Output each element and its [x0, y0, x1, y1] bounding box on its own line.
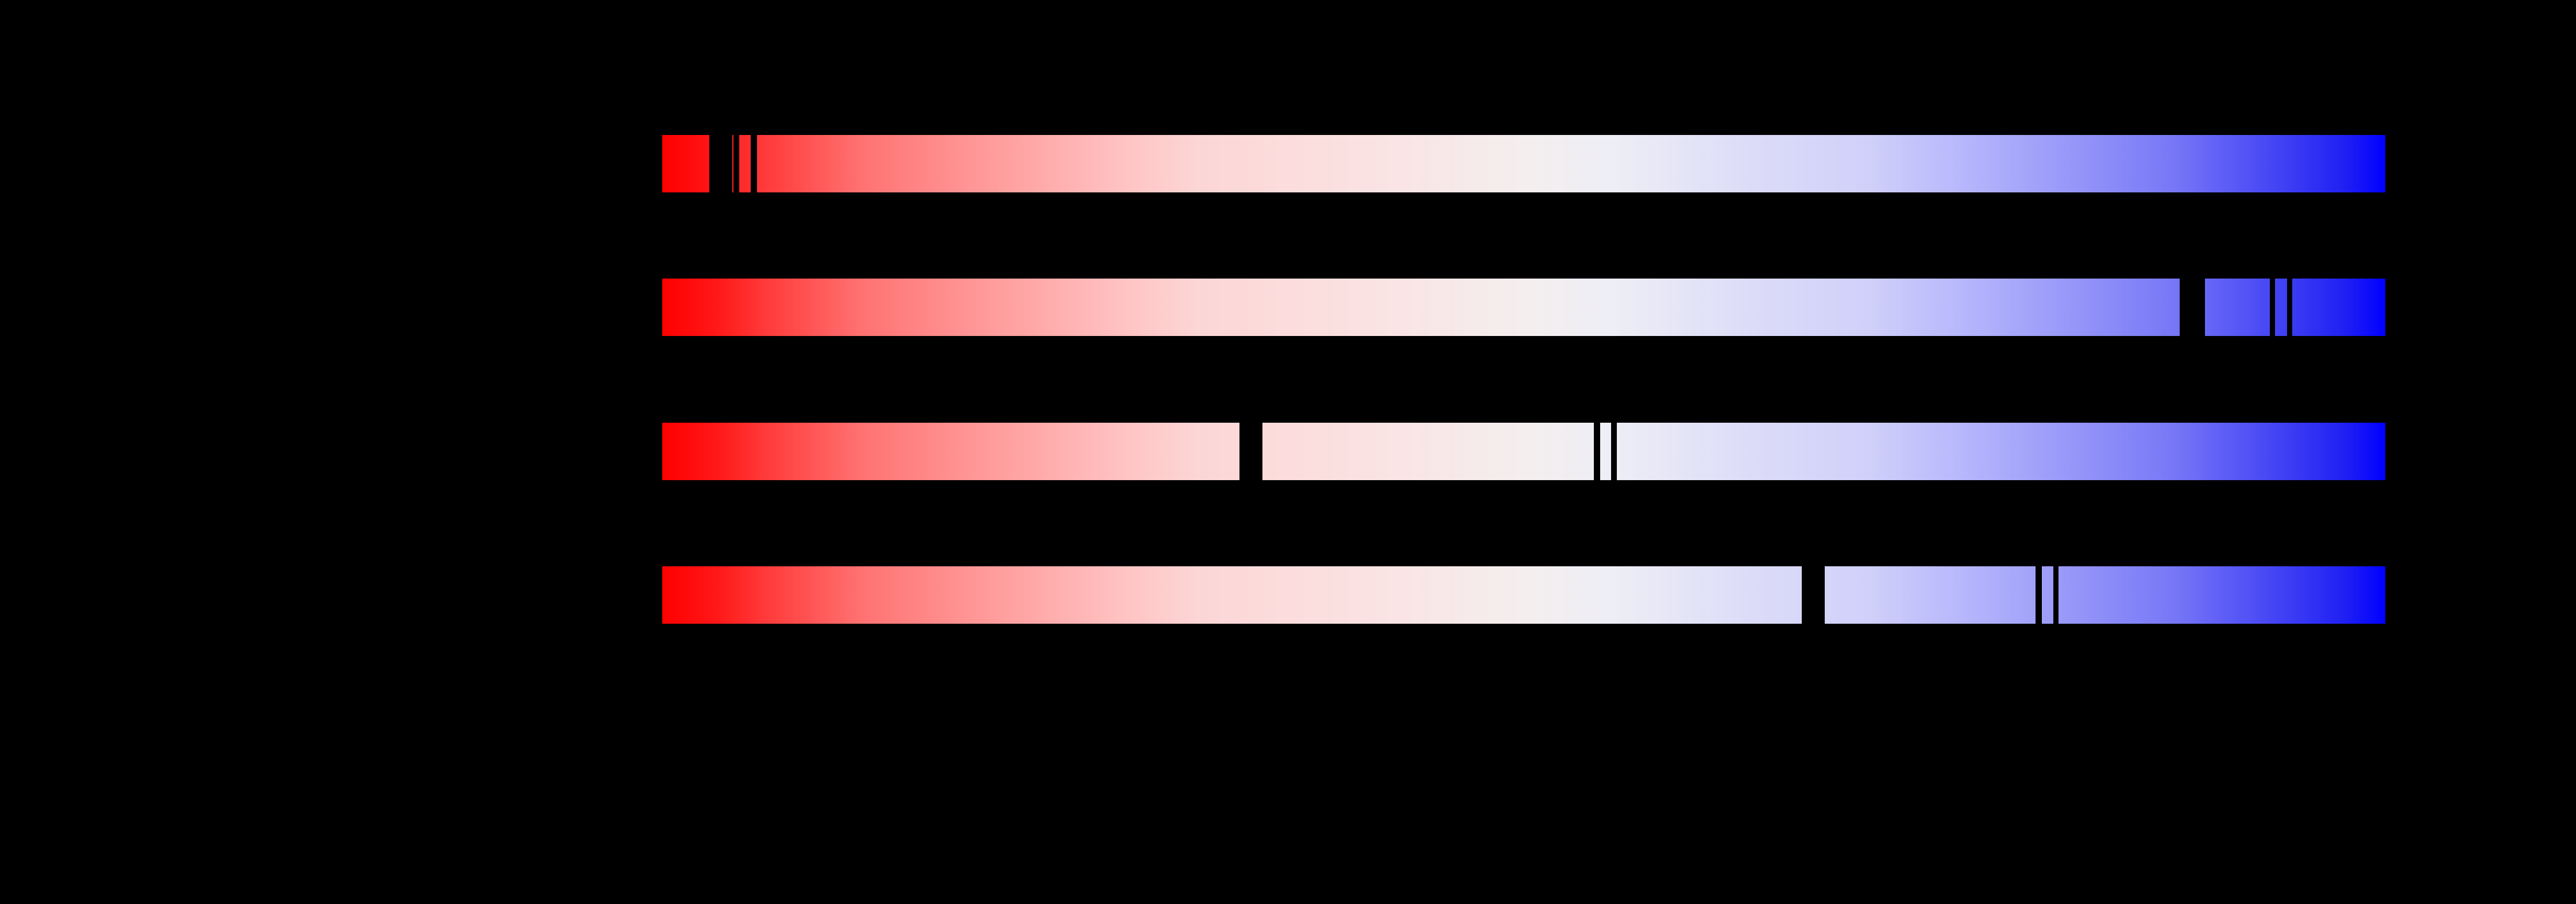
- gradient-bar-row-2: [662, 279, 2385, 336]
- thin-marker-line-row-1: [733, 135, 739, 192]
- gradient-bar-row-4: [662, 566, 2385, 624]
- thick-marker-line-row-4: [1802, 566, 1825, 624]
- gradient-bar-row-1: [662, 135, 2385, 192]
- thin-marker-line-row-4: [2053, 566, 2059, 624]
- thin-marker-line-row-1: [751, 135, 757, 192]
- gradient-bar-row-3: [662, 423, 2385, 480]
- thin-marker-line-row-3: [1594, 423, 1600, 480]
- thick-marker-line-row-2: [2180, 279, 2205, 336]
- thin-marker-line-row-4: [2036, 566, 2042, 624]
- thin-marker-line-row-2: [2270, 279, 2275, 336]
- thick-marker-line-row-3: [1239, 423, 1262, 480]
- thick-marker-line-row-1: [709, 135, 732, 192]
- thin-marker-line-row-2: [2287, 279, 2292, 336]
- thin-marker-line-row-3: [1611, 423, 1617, 480]
